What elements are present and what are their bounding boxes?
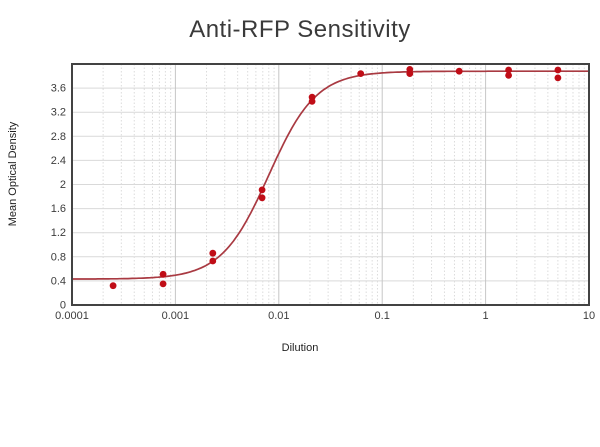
y-tick-label: 1.6 — [51, 203, 66, 215]
y-tick-label: 0 — [60, 300, 66, 312]
data-point — [159, 280, 167, 288]
y-tick-label: 0.4 — [51, 275, 66, 287]
data-point — [505, 72, 512, 79]
x-tick-label: 0.01 — [268, 310, 289, 322]
x-tick-labels: 0.0001 0.001 0.01 0.1 1 10 — [55, 310, 595, 322]
data-point — [109, 282, 117, 290]
y-tick-label: 2.8 — [51, 131, 66, 143]
data-point — [406, 70, 414, 77]
fit-curve — [72, 70, 589, 280]
y-tick-label: 1.2 — [51, 227, 66, 239]
data-point — [209, 249, 217, 257]
data-point — [308, 98, 316, 105]
data-point — [258, 186, 266, 194]
y-tick-label: 2.4 — [51, 155, 66, 167]
x-tick-label: 0.0001 — [55, 310, 89, 322]
y-tick-labels: 0 0.4 0.8 1.2 1.6 2 2.4 2.8 3.2 3.6 — [51, 83, 66, 312]
x-tick-label: 10 — [583, 310, 595, 322]
chart-title: Anti-RFP Sensitivity — [189, 16, 411, 43]
y-tick-label: 3.2 — [51, 107, 66, 119]
data-point — [209, 257, 217, 265]
x-tick-label: 1 — [483, 310, 489, 322]
gridlines — [72, 64, 589, 305]
plot-frame — [71, 63, 590, 306]
data-point — [554, 74, 562, 82]
data-point — [554, 66, 562, 74]
y-tick-label: 2 — [60, 179, 66, 191]
x-tick-label: 0.1 — [375, 310, 390, 322]
data-point — [357, 70, 365, 77]
y-tick-label: 3.6 — [51, 83, 66, 95]
data-point — [455, 67, 463, 75]
y-tick-label: 0.8 — [51, 251, 66, 263]
x-axis-title: Dilution — [281, 342, 319, 354]
data-point — [159, 270, 167, 278]
data-point — [258, 194, 266, 202]
data-points — [109, 66, 562, 290]
data-point — [505, 66, 512, 74]
x-tick-label: 0.001 — [162, 310, 190, 322]
